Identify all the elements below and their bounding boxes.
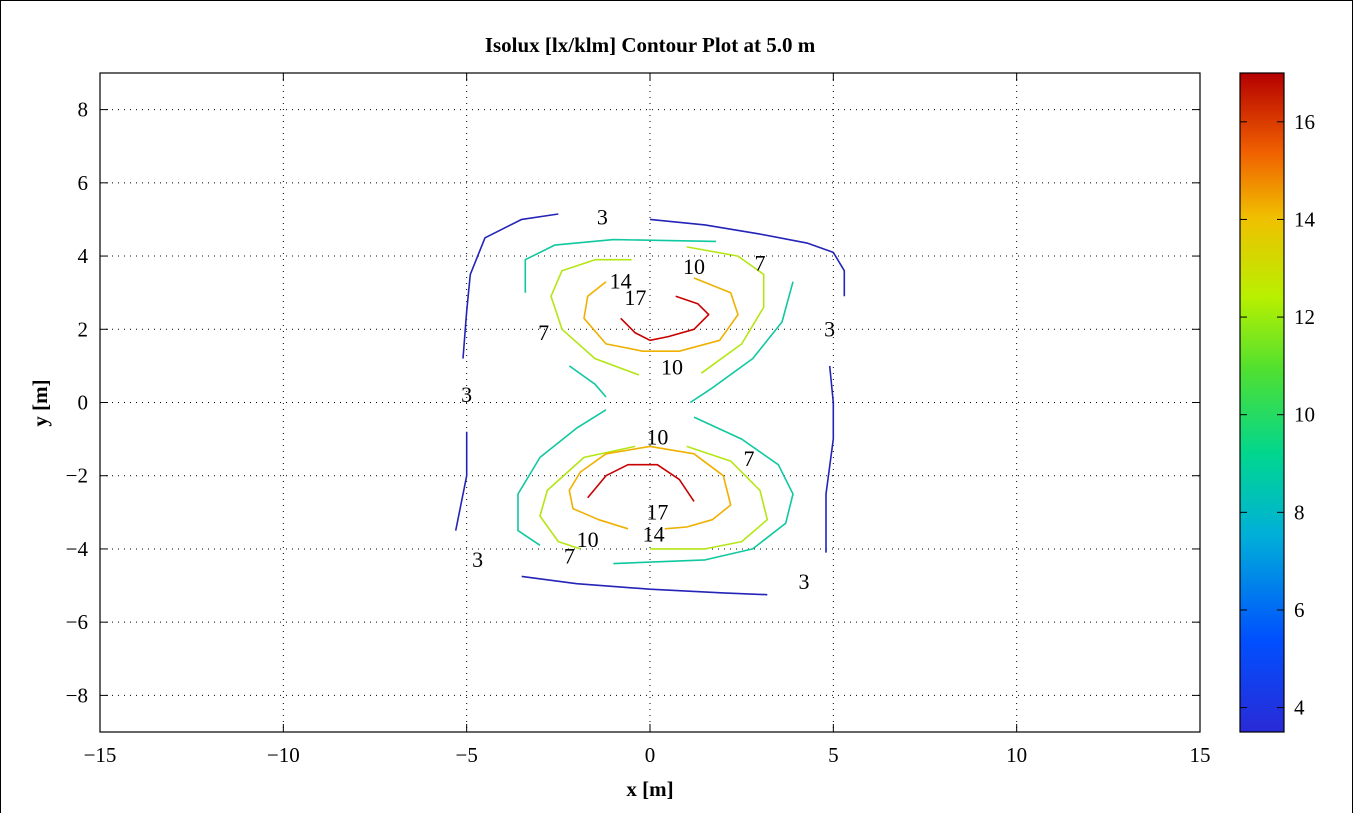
x-tick-label: 5 [828,743,839,767]
chart-title: Isolux [lx/klm] Contour Plot at 5.0 m [485,33,816,57]
plot-area-border [99,72,1201,733]
contour-line-7 [524,238,717,293]
contour-line-10 [686,246,765,374]
contour-line-7 [689,281,794,404]
contour-line-3 [825,365,835,553]
contour-label: 10 [577,527,599,552]
y-tick-label: −6 [66,610,88,634]
x-tick-label: 15 [1190,743,1211,767]
contour-label: 3 [597,205,608,230]
contour-label: 3 [472,547,483,572]
contour-line-7 [517,409,607,546]
y-tick-label: 2 [78,317,89,341]
x-tick-label: −10 [267,743,300,767]
contour-label: 14 [643,521,665,546]
contour-label: 3 [824,316,835,341]
contour-line-3 [521,575,768,596]
contour-line-3 [649,218,846,297]
colorbar-tick-label: 14 [1294,207,1316,231]
colorbar-ticks: 4 6 8 10 12 14 16 [1240,110,1316,720]
colorbar-tick-label: 4 [1294,696,1305,720]
y-tick-label: −4 [66,537,89,561]
contour-line-14 [605,445,732,530]
y-tick-label: 8 [78,98,89,122]
colorbar [1239,72,1285,733]
contour-line-10 [550,258,640,376]
contour-line-14 [583,277,739,353]
contour-lines [454,213,846,596]
contour-line-17 [587,463,695,502]
contour-label: 3 [461,382,472,407]
contour-label: 7 [538,320,549,345]
contour-line-7 [568,365,607,398]
contour-label: 17 [646,499,668,524]
x-tick-label: 10 [1006,743,1027,767]
contour-line-10 [650,445,769,550]
x-axis-label: x [m] [626,777,673,801]
colorbar-tick-label: 6 [1294,598,1305,622]
contour-label: 7 [755,250,766,275]
contour-label: 7 [744,446,755,471]
contour-line-3 [454,431,468,531]
y-tick-label: 4 [78,244,89,268]
colorbar-tick-label: 16 [1294,110,1315,134]
contour-label: 14 [610,269,632,294]
contour-line-10 [539,445,636,550]
axis-ticks: −15 −10 −5 0 5 10 15 −8 −6 −4 −2 0 2 4 6 8 [66,73,1211,767]
y-tick-label: −8 [66,683,88,707]
y-tick-label: 6 [78,171,89,195]
contour-label: 10 [683,254,705,279]
contour-label: 17 [624,285,646,310]
contour-label: 10 [646,424,668,449]
y-tick-label: 0 [78,391,89,415]
contour-label: 7 [564,543,575,568]
colorbar-tick-label: 12 [1294,305,1315,329]
contour-line-17 [620,295,710,342]
contour-label: 3 [799,569,810,594]
y-axis-label: y [m] [28,379,52,426]
contour-line-7 [613,416,794,565]
colorbar-tick-label: 8 [1294,500,1305,524]
x-tick-label: 0 [645,743,656,767]
x-tick-label: −5 [455,743,477,767]
grid-lines [100,73,1200,732]
contour-label: 10 [661,355,683,380]
contour-line-3 [462,213,559,359]
x-tick-label: −15 [84,743,117,767]
contour-line-14 [568,453,629,530]
colorbar-tick-label: 10 [1294,403,1315,427]
y-tick-label: −2 [66,464,88,488]
